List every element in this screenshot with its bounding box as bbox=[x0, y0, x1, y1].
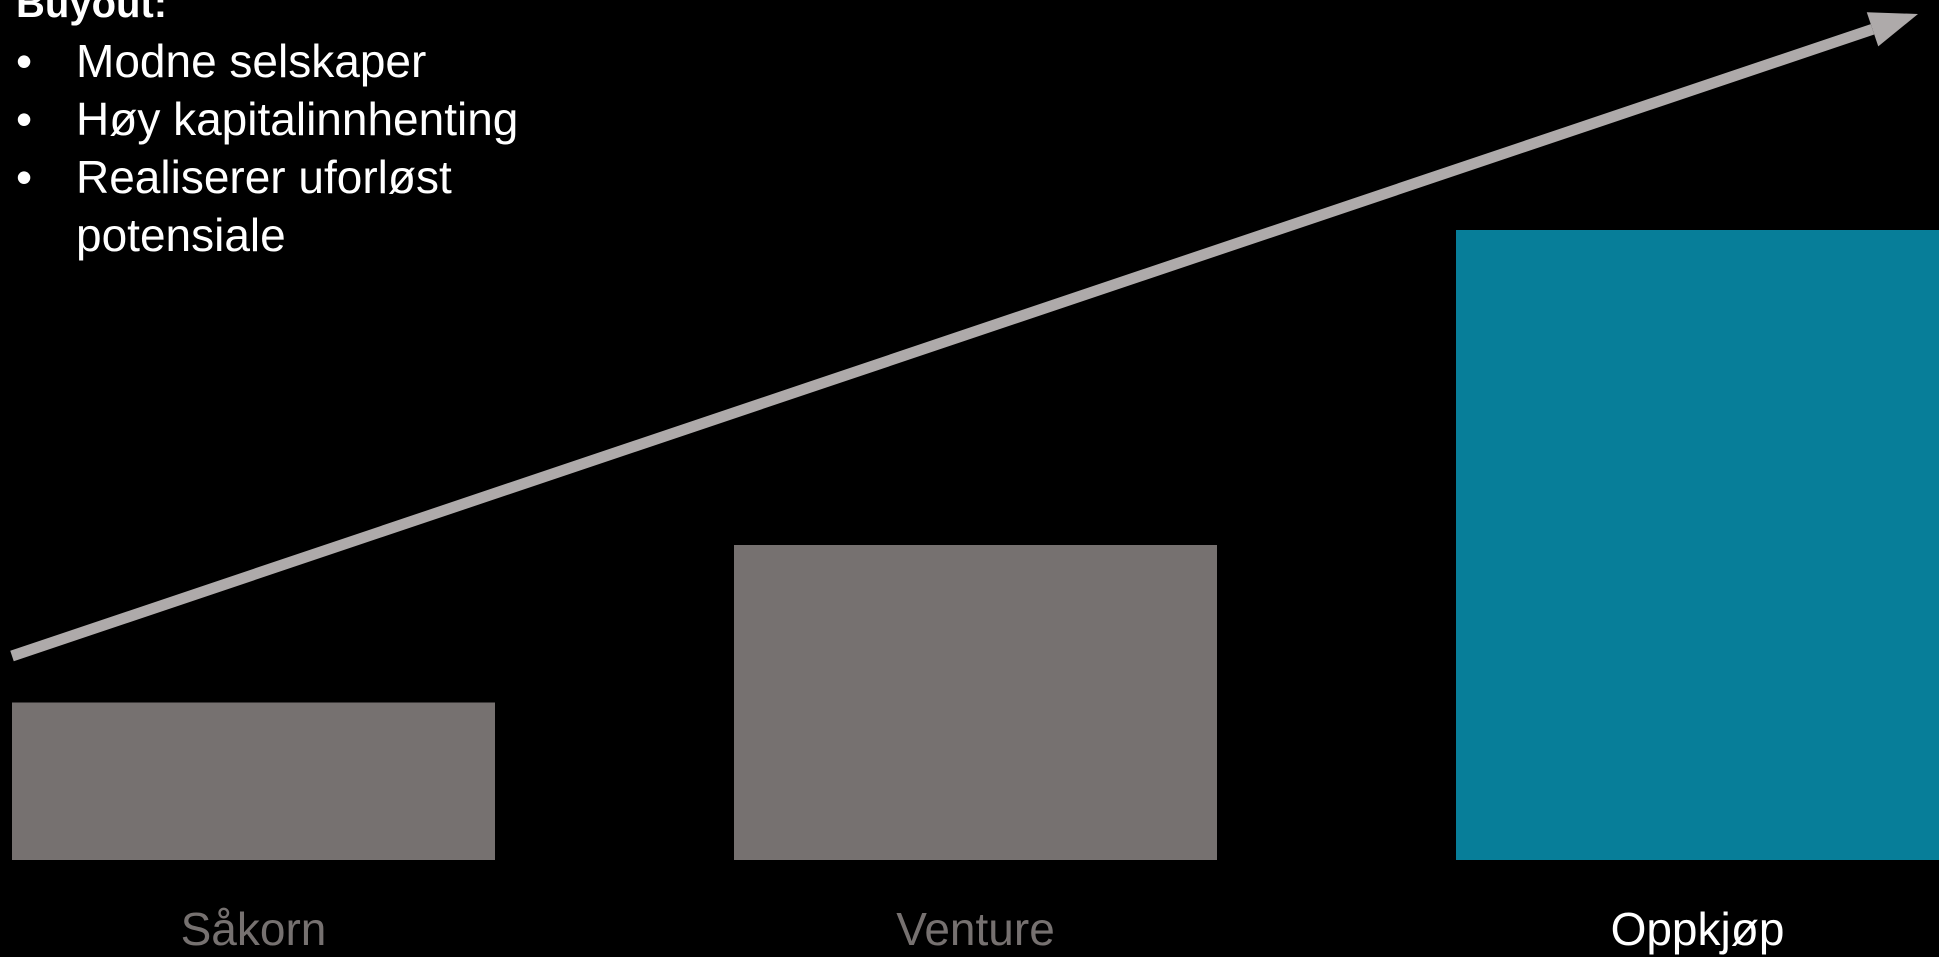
bars-layer bbox=[12, 230, 1939, 860]
category-label: Oppkjøp bbox=[1611, 903, 1785, 955]
bullet-icon: • bbox=[16, 93, 33, 145]
callout-item: • Høy kapitalinnhenting bbox=[16, 90, 636, 148]
bullet-icon: • bbox=[16, 151, 33, 203]
callout-list: • Modne selskaper • Høy kapitalinnhentin… bbox=[16, 32, 636, 264]
callout-item: • Modne selskaper bbox=[16, 32, 636, 90]
category-labels: Såkorn Venture Oppkjøp bbox=[181, 903, 1785, 955]
bullet-icon: • bbox=[16, 35, 33, 87]
buyout-callout: Buyout: • Modne selskaper • Høy kapitali… bbox=[16, 0, 636, 264]
bar-3 bbox=[1456, 230, 1939, 860]
category-label: Såkorn bbox=[181, 903, 327, 955]
trend-arrow-head bbox=[1866, 12, 1918, 47]
callout-heading: Buyout: bbox=[16, 0, 168, 26]
category-label: Venture bbox=[896, 903, 1055, 955]
trend-arrow bbox=[10, 12, 1918, 662]
bar-2 bbox=[734, 545, 1217, 860]
trend-arrow-shaft bbox=[10, 24, 1875, 662]
callout-item-text: Høy kapitalinnhenting bbox=[76, 93, 519, 145]
bar-1 bbox=[12, 702, 495, 860]
callout-item-text: Realiserer uforløst potensiale bbox=[76, 151, 452, 261]
callout-item-text: Modne selskaper bbox=[76, 35, 427, 87]
callout-item: • Realiserer uforløst potensiale bbox=[16, 148, 636, 264]
